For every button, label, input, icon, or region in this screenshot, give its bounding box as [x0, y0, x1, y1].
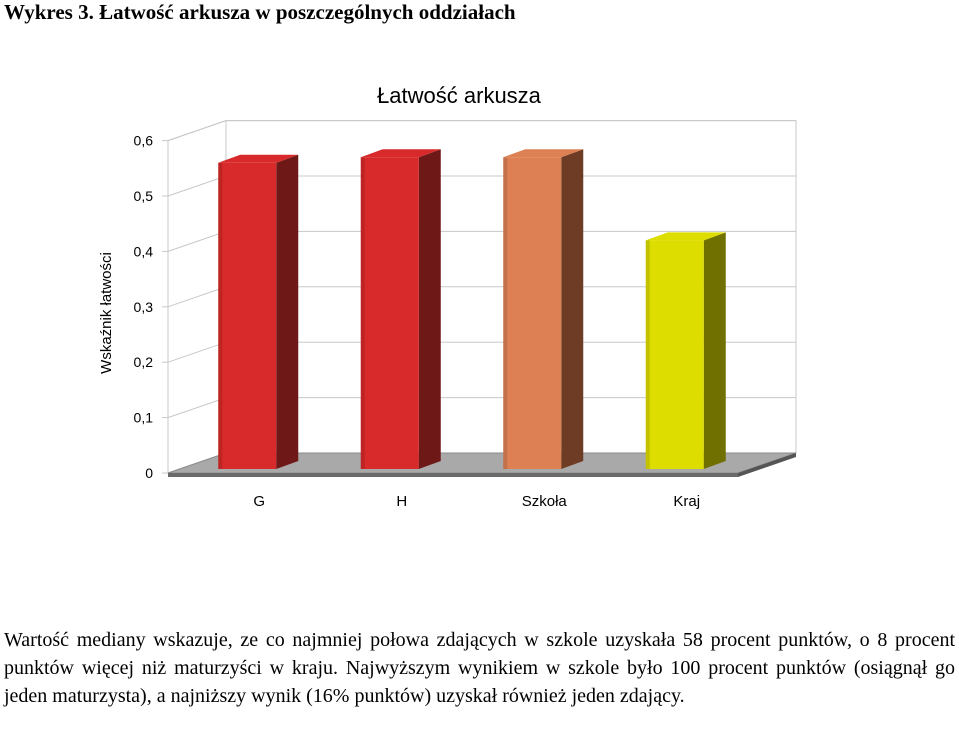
figure-heading: Wykres 3. Łatwość arkusza w poszczególny…	[4, 0, 516, 24]
bar	[645, 232, 726, 469]
bar-top	[218, 154, 299, 163]
bar-front	[218, 162, 277, 469]
x-tick-label: H	[396, 493, 407, 510]
bar	[503, 149, 584, 469]
y-tick-labels: 0 0,1 0,2 0,3 0,4 0,5 0,6	[134, 133, 154, 481]
y-tick-label: 0,1	[134, 410, 154, 426]
y-tick-label: 0,3	[134, 299, 154, 315]
bar	[218, 154, 299, 469]
bar-top	[503, 149, 584, 158]
x-tick-labels: G H Szkoła Kraj	[253, 493, 700, 510]
x-tick-label: Kraj	[673, 493, 700, 510]
chart-title: Łatwość arkusza	[377, 83, 542, 108]
floor-front-edge	[168, 473, 738, 477]
y-tick-label: 0,5	[134, 188, 154, 204]
x-tick-label: G	[253, 493, 265, 510]
y-tick-label: 0	[145, 465, 153, 481]
bar-edge-shade	[218, 162, 223, 469]
description-paragraph: Wartość mediany wskazuje, ze co najmniej…	[4, 629, 955, 707]
bar-edge-shade	[360, 157, 365, 469]
bar-side	[703, 232, 726, 469]
bar-edge-shade	[503, 157, 508, 469]
gridline	[167, 120, 796, 142]
bar-front	[503, 157, 562, 469]
y-tick-label: 0,4	[134, 243, 154, 259]
chart-floor	[167, 452, 797, 477]
bar-side	[276, 154, 299, 469]
bar-side	[418, 149, 441, 469]
bar	[360, 149, 441, 469]
floor-side-edge	[738, 453, 796, 477]
x-tick-label: Szkoła	[522, 493, 568, 510]
bars	[218, 149, 726, 469]
y-tick-label: 0,6	[134, 133, 154, 149]
bar-edge-shade	[645, 240, 650, 469]
y-axis-label: Wskaźnik łatwości	[98, 252, 115, 374]
y-tick-label: 0,2	[134, 354, 154, 370]
bar-front	[360, 157, 419, 469]
bar-top	[360, 149, 441, 158]
bar-front	[645, 240, 704, 469]
bar-top	[645, 232, 726, 241]
bar-side	[561, 149, 584, 469]
bar-chart: Łatwość arkusza Wskaźnik łatwości 0 0,1 0,…	[98, 83, 797, 510]
